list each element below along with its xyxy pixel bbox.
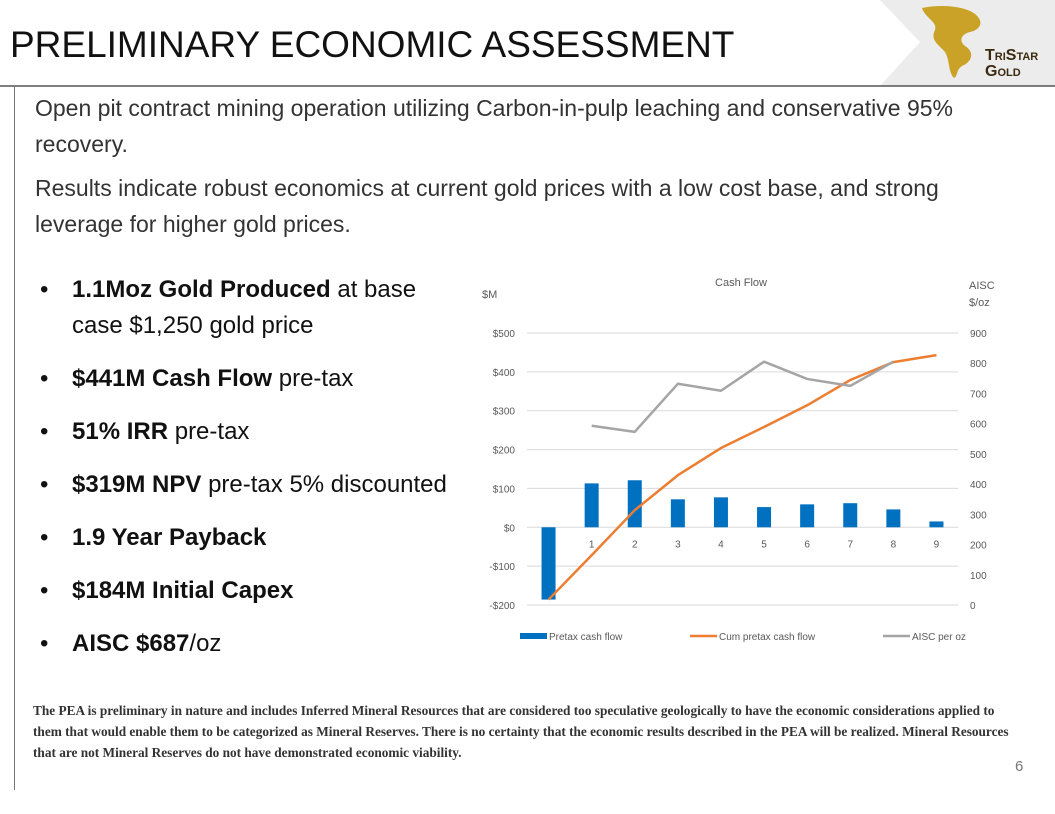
y2-axis-label: $/oz (969, 297, 990, 309)
bullet-bold: $184M Initial Capex (72, 577, 294, 604)
bar (800, 504, 815, 528)
y-tick-label: -$100 (489, 562, 515, 573)
bullet: $184M Initial Capex (40, 573, 452, 609)
y-tick-label: $100 (493, 484, 516, 495)
x-tick-label: 3 (675, 539, 681, 550)
bullet-bold: 51% IRR (72, 418, 169, 445)
y-tick-label: $0 (504, 523, 516, 534)
y2-tick-label: 200 (970, 541, 987, 552)
x-tick-label: 5 (761, 539, 767, 550)
footnote: The PEA is preliminary in nature and inc… (33, 703, 1009, 760)
logo-line1: TriStar (985, 47, 1038, 64)
bar (670, 499, 685, 528)
bar (713, 497, 728, 528)
y2-tick-label: 0 (970, 601, 976, 612)
bullet: 1.1Moz Gold Produced at base case $1,250… (40, 272, 452, 344)
y2-tick-label: 700 (970, 389, 987, 400)
x-tick-label: 7 (847, 539, 853, 550)
bar (757, 507, 772, 528)
bullet: 1.9 Year Payback (40, 520, 452, 556)
y2-axis-label: AISC (969, 280, 995, 292)
bar (843, 503, 858, 528)
bullet: $441M Cash Flow pre-tax (40, 361, 452, 397)
x-tick-label: 8 (891, 539, 897, 550)
page-number: 6 (1015, 758, 1024, 775)
bar (541, 527, 556, 600)
y-tick-label: $200 (493, 446, 516, 457)
x-tick-label: 2 (632, 539, 638, 550)
x-tick-label: 6 (804, 539, 810, 550)
bullet-bold: AISC $687 (72, 630, 190, 657)
left-rule (14, 86, 15, 790)
bar (584, 483, 599, 528)
bullet: $319M NPV pre-tax 5% discounted (40, 467, 452, 503)
bullet: AISC $687/oz (40, 626, 452, 662)
y-tick-label: $500 (493, 329, 516, 340)
x-tick-label: 4 (718, 539, 724, 550)
bullet-list: 1.1Moz Gold Produced at base case $1,250… (40, 272, 460, 679)
y2-tick-label: 400 (970, 480, 987, 491)
y2-tick-label: 500 (970, 450, 987, 461)
y-tick-label: $300 (493, 407, 516, 418)
y2-tick-label: 100 (970, 571, 987, 582)
logo-line2: Gold (985, 63, 1021, 80)
slide-title: PRELIMINARY ECONOMIC ASSESSMENT (10, 24, 735, 65)
y-tick-label: $400 (493, 368, 516, 379)
bullet: 51% IRR pre-tax (40, 414, 452, 450)
legend-label: AISC per oz (912, 632, 966, 643)
bullet-text: /oz (189, 630, 222, 657)
bullet-bold: 1.1Moz Gold Produced (72, 276, 331, 303)
y-tick-label: -$200 (489, 601, 515, 612)
bullet-bold: $319M NPV (72, 471, 202, 498)
x-tick-label: 9 (934, 539, 940, 550)
bar (627, 480, 642, 528)
bullet-text: pre-tax (168, 418, 250, 445)
line (591, 360, 894, 434)
y-axis-label: $M (482, 289, 497, 301)
bullet-text: pre-tax 5% discounted (201, 471, 447, 498)
header-band: TriStar Gold (0, 0, 1055, 87)
bar (886, 509, 901, 528)
y2-tick-label: 800 (970, 359, 987, 370)
y2-tick-label: 600 (970, 420, 987, 431)
paragraph: Results indicate robust economics at cur… (35, 175, 939, 237)
bullet-bold: $441M Cash Flow (72, 365, 273, 392)
x-tick-label: 1 (589, 539, 595, 550)
legend-label: Cum pretax cash flow (719, 632, 816, 643)
legend-swatch (520, 633, 547, 639)
chart-title: Cash Flow (715, 277, 767, 289)
bar (929, 521, 944, 528)
header-panel (0, 0, 920, 86)
paragraph: Open pit contract mining operation utili… (35, 95, 953, 157)
y2-tick-label: 900 (970, 329, 987, 340)
legend-label: Pretax cash flow (549, 632, 623, 643)
bullet-bold: 1.9 Year Payback (72, 524, 267, 551)
bullet-text: pre-tax (272, 365, 354, 392)
y2-tick-label: 300 (970, 510, 987, 521)
bullet-text: at base case $1,250 gold price (72, 276, 423, 339)
logo-map (922, 6, 981, 78)
line (547, 353, 937, 601)
chart: Cash Flow $M AISC $/oz -$200 -$100 $0 $100 $… (482, 277, 995, 643)
